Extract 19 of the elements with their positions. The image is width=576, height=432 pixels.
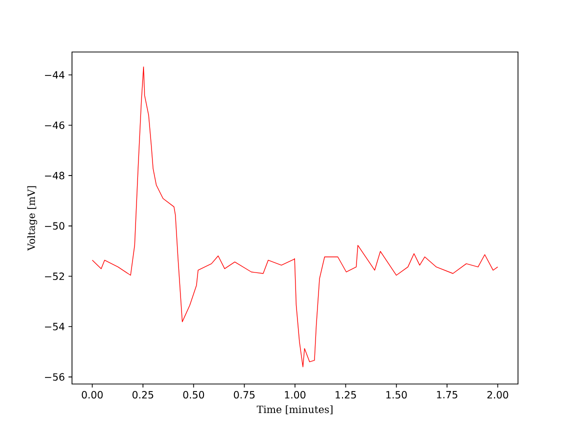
x-tick-label: 0.50	[183, 391, 204, 399]
y-tick-label: −48	[45, 172, 64, 180]
y-tick-label: −54	[45, 322, 64, 330]
x-tick-label: 0.75	[234, 391, 255, 399]
y-tick-label: −46	[45, 121, 64, 130]
y-tick-label: −56	[45, 373, 64, 381]
x-tick-label: 1.25	[336, 391, 356, 399]
x-tick-label: 0.25	[132, 391, 154, 399]
x-tick-label: 1.75	[437, 391, 458, 398]
y-tick-label: −52	[45, 272, 64, 280]
x-tick-label: 2.00	[487, 391, 508, 399]
x-axis-title: Time [minutes]	[256, 405, 332, 414]
x-tick-label: 1.00	[285, 391, 306, 399]
y-tick-label: −44	[45, 71, 64, 79]
y-tick-label: −50	[45, 222, 64, 230]
y-axis-title: Voltage [mV]	[27, 186, 38, 251]
x-tick-label: 0.00	[82, 391, 103, 399]
line-series	[92, 66, 498, 368]
x-tick-label: 1.50	[386, 391, 407, 399]
